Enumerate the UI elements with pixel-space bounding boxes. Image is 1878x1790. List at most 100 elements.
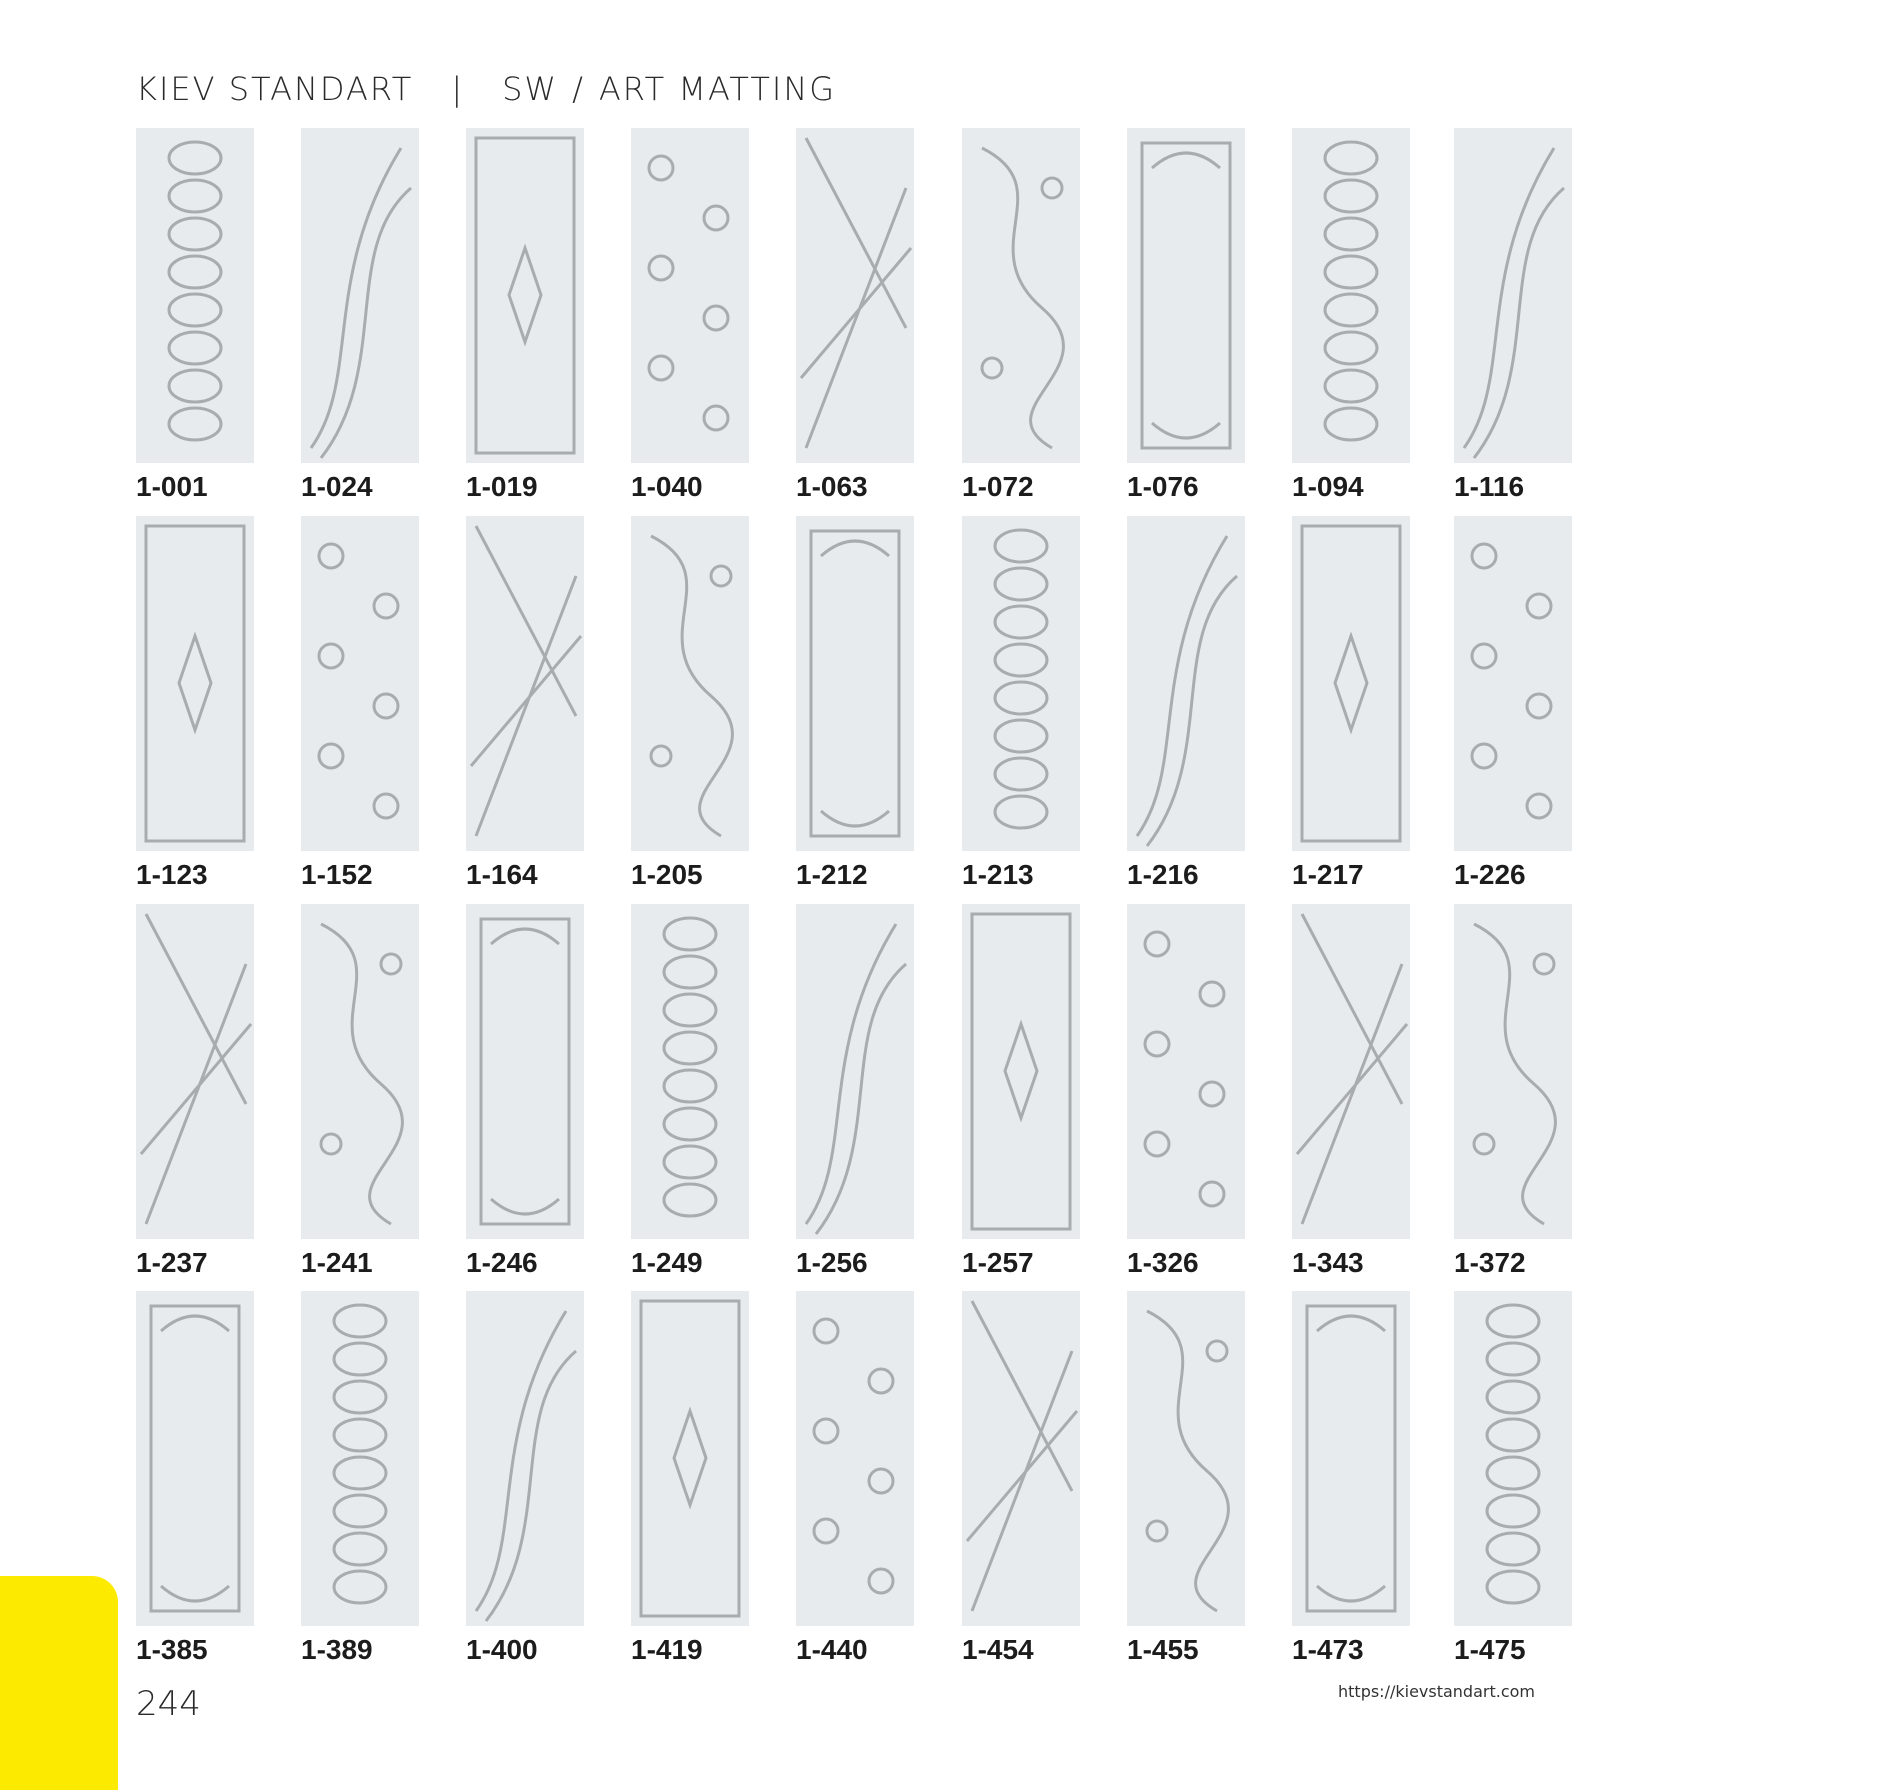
matting-pattern-graphic (1323, 140, 1379, 442)
matting-pattern-graphic (1140, 141, 1232, 450)
glass-panel-image (1127, 128, 1245, 463)
matting-pattern-graphic (149, 1304, 241, 1613)
matting-pattern-graphic (1305, 1304, 1397, 1613)
glass-panel-image (1292, 128, 1410, 463)
glass-panel-image (1127, 516, 1245, 851)
matting-pattern-graphic (1472, 922, 1557, 1226)
matting-pattern-graphic (144, 524, 246, 843)
matting-pattern-graphic (167, 140, 223, 442)
panel-code: 1-226 (1454, 859, 1526, 890)
panel-code: 1-249 (631, 1247, 703, 1278)
panel-code: 1-212 (796, 859, 868, 890)
panel-code: 1-385 (136, 1634, 208, 1665)
panel-code: 1-389 (301, 1634, 373, 1665)
matting-pattern-graphic (812, 1317, 895, 1595)
panel-code: 1-419 (631, 1634, 703, 1665)
glass-panel-image (1292, 1291, 1410, 1626)
panel-code: 1-473 (1292, 1634, 1364, 1665)
panel-code: 1-237 (136, 1247, 208, 1278)
glass-panel-image (796, 904, 914, 1239)
glass-panel-image (962, 516, 1080, 851)
glass-panel-image (301, 904, 419, 1239)
matting-pattern-graphic (649, 534, 734, 838)
glass-panel-image (1454, 516, 1572, 851)
brand-title: KIEV STANDART (136, 70, 414, 108)
glass-panel-image (136, 128, 254, 463)
panel-code: 1-094 (1292, 471, 1364, 502)
glass-panel-image (301, 128, 419, 463)
panel-code: 1-440 (796, 1634, 868, 1665)
panel-code: 1-213 (962, 859, 1034, 890)
category-label: SW (502, 70, 559, 108)
matting-pattern-graphic (469, 525, 583, 837)
website-url[interactable]: https://kievstandart.com (1338, 1682, 1535, 1701)
yellow-page-tab (0, 1576, 118, 1790)
matting-pattern-graphic (474, 136, 576, 455)
glass-panel-image (1454, 904, 1572, 1239)
panel-code: 1-019 (466, 471, 538, 502)
glass-panel-image (466, 904, 584, 1239)
matting-pattern-graphic (1145, 1309, 1230, 1613)
panel-code: 1-475 (1454, 1634, 1526, 1665)
glass-panel-image (1292, 516, 1410, 851)
glass-panel-image (1127, 904, 1245, 1239)
glass-panel-image (1127, 1291, 1245, 1626)
glass-panel-image (962, 128, 1080, 463)
matting-pattern-graphic (799, 137, 913, 449)
glass-panel-image (631, 1291, 749, 1626)
matting-pattern-graphic (804, 923, 907, 1235)
matting-pattern-graphic (1295, 913, 1409, 1225)
matting-pattern-graphic (474, 1310, 577, 1622)
panel-code: 1-024 (301, 471, 373, 502)
header-slash: / (572, 70, 585, 108)
glass-panel-image (962, 904, 1080, 1239)
header-separator: | (451, 70, 465, 108)
glass-panel-image (466, 128, 584, 463)
matting-pattern-graphic (647, 154, 730, 432)
matting-pattern-graphic (1135, 535, 1238, 847)
matting-pattern-graphic (965, 1300, 1079, 1612)
matting-pattern-graphic (319, 922, 404, 1226)
panel-code: 1-372 (1454, 1247, 1526, 1278)
panel-code: 1-400 (466, 1634, 538, 1665)
matting-pattern-graphic (139, 913, 253, 1225)
matting-pattern-graphic (970, 912, 1072, 1231)
page-number: 244 (136, 1684, 201, 1724)
matting-pattern-graphic (639, 1299, 741, 1618)
matting-pattern-graphic (309, 147, 412, 459)
glass-panel-image (301, 516, 419, 851)
glass-panel-image (136, 516, 254, 851)
glass-panel-image (631, 516, 749, 851)
panel-code: 1-216 (1127, 859, 1199, 890)
matting-pattern-graphic (1462, 147, 1565, 459)
glass-panel-image (1454, 1291, 1572, 1626)
panel-code: 1-343 (1292, 1247, 1364, 1278)
panel-code: 1-326 (1127, 1247, 1199, 1278)
glass-panel-image (1454, 128, 1572, 463)
panel-code: 1-076 (1127, 471, 1199, 502)
matting-pattern-graphic (980, 146, 1065, 450)
glass-panel-image (796, 516, 914, 851)
glass-panel-image (136, 1291, 254, 1626)
glass-panel-image (631, 904, 749, 1239)
panel-code: 1-246 (466, 1247, 538, 1278)
panel-code: 1-001 (136, 471, 208, 502)
panel-code: 1-455 (1127, 1634, 1199, 1665)
panel-code: 1-164 (466, 859, 538, 890)
matting-pattern-graphic (1300, 524, 1402, 843)
glass-panel-image (466, 516, 584, 851)
panel-code: 1-123 (136, 859, 208, 890)
glass-panel-image (466, 1291, 584, 1626)
panel-code: 1-152 (301, 859, 373, 890)
panel-code: 1-040 (631, 471, 703, 502)
matting-pattern-graphic (479, 917, 571, 1226)
matting-pattern-graphic (1485, 1303, 1541, 1605)
glass-panel-image (796, 128, 914, 463)
panel-code: 1-072 (962, 471, 1034, 502)
collection-title: ART MATTING (598, 70, 837, 108)
panel-code: 1-241 (301, 1247, 373, 1278)
panel-code: 1-217 (1292, 859, 1364, 890)
matting-pattern-graphic (1470, 542, 1553, 820)
glass-panel-image (301, 1291, 419, 1626)
